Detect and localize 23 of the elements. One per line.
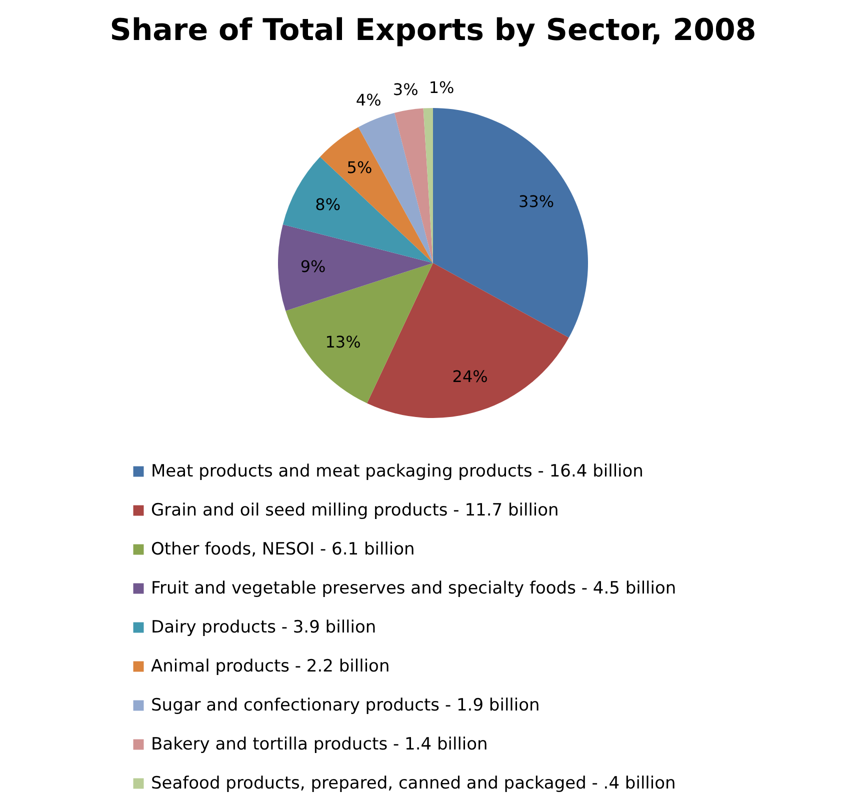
- legend-label: Bakery and tortilla products - 1.4 billion: [151, 734, 488, 754]
- legend-label: Dairy products - 3.9 billion: [151, 618, 376, 638]
- data-label: 1%: [428, 78, 454, 98]
- legend-label: Fruit and vegetable preserves and specialty foods - 4.5 billion: [151, 578, 676, 598]
- legend-label: Animal products - 2.2 billion: [151, 656, 390, 676]
- legend-label: Grain and oil seed milling products - 11.7 billion: [151, 500, 559, 520]
- pie-slice: [433, 108, 588, 338]
- data-label: 24%: [452, 367, 488, 386]
- chart-title: Share of Total Exports by Sector, 2008: [110, 13, 756, 48]
- legend-label: Sugar and confectionary products - 1.9 billion: [151, 696, 540, 716]
- legend-label: Meat products and meat packaging products - 16.4 billion: [151, 462, 644, 482]
- data-label: 5%: [346, 158, 372, 178]
- data-label: 8%: [315, 195, 341, 214]
- legend-label: Seafood products, prepared, canned and packaged - .4 billion: [151, 774, 676, 794]
- pie-slice: [394, 108, 433, 263]
- legend-label: Other foods, NESOI - 6.1 billion: [151, 540, 415, 560]
- data-label: 13%: [325, 332, 361, 352]
- pie-slice: [367, 263, 569, 418]
- pie-slice: [278, 224, 433, 311]
- data-label: 3%: [392, 80, 418, 100]
- data-label: 4%: [356, 90, 382, 110]
- data-label: 9%: [300, 256, 326, 276]
- data-label: 33%: [518, 192, 554, 211]
